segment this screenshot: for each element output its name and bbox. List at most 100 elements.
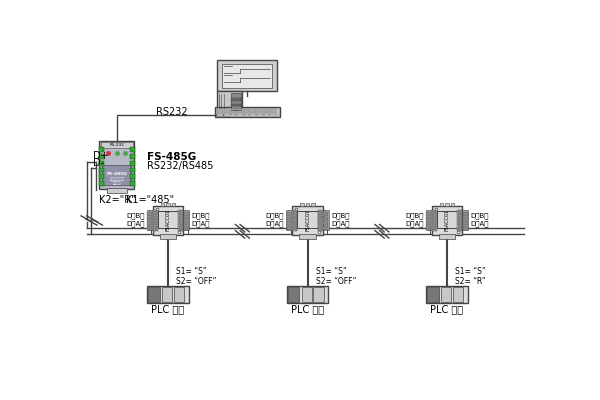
Bar	[323, 210, 329, 230]
Text: S1= “S”
S2= “R”: S1= “S” S2= “R”	[455, 267, 486, 286]
Bar	[257, 112, 263, 114]
Bar	[263, 109, 269, 110]
Bar	[160, 234, 176, 239]
Bar	[179, 226, 182, 230]
Bar	[323, 222, 328, 225]
Bar	[270, 114, 276, 116]
Text: PLC 从机: PLC 从机	[430, 304, 464, 314]
Bar	[230, 111, 236, 112]
Bar	[244, 109, 250, 110]
Bar	[130, 147, 135, 152]
Bar	[313, 287, 323, 302]
Text: RS-232: RS-232	[109, 143, 124, 147]
Bar	[154, 211, 157, 214]
Bar	[323, 217, 328, 220]
Text: D（A）: D（A）	[126, 220, 145, 227]
Bar	[433, 226, 436, 230]
Bar	[217, 111, 223, 112]
Bar	[319, 221, 322, 224]
Bar	[100, 141, 134, 189]
Text: PLC 从机: PLC 从机	[291, 304, 324, 314]
Bar	[292, 210, 297, 230]
Bar	[270, 109, 276, 110]
Bar	[183, 210, 189, 230]
Bar	[130, 154, 135, 159]
Bar	[178, 210, 183, 230]
Bar	[427, 222, 431, 225]
Bar	[426, 210, 432, 230]
Bar	[297, 211, 318, 228]
Bar	[250, 114, 256, 116]
Bar	[130, 161, 135, 166]
Bar	[237, 111, 243, 112]
Bar	[302, 287, 311, 302]
Bar	[293, 226, 296, 230]
Bar	[230, 114, 236, 116]
Bar	[263, 112, 269, 114]
Bar	[148, 222, 152, 225]
Bar	[237, 114, 243, 116]
Bar	[147, 286, 189, 303]
Bar	[184, 222, 188, 225]
Text: K1="485": K1="485"	[126, 196, 174, 206]
Text: RS232: RS232	[157, 107, 188, 117]
Bar	[270, 111, 276, 112]
Bar	[432, 206, 462, 235]
Bar	[179, 216, 182, 220]
Bar	[147, 210, 153, 230]
Bar	[319, 216, 322, 220]
Bar	[231, 93, 241, 110]
Bar	[453, 287, 463, 302]
Bar	[286, 210, 292, 230]
Bar	[445, 203, 449, 206]
Bar	[153, 206, 183, 235]
Bar	[101, 142, 133, 148]
Bar	[292, 206, 323, 235]
Bar	[166, 203, 170, 206]
Bar	[217, 109, 223, 110]
Bar	[287, 217, 292, 220]
Bar	[462, 210, 468, 230]
Text: D（B）: D（B）	[331, 213, 349, 220]
Text: PLC 从机: PLC 从机	[151, 304, 185, 314]
Text: D（A）: D（A）	[266, 220, 284, 227]
Bar	[222, 64, 272, 88]
Text: D（A）: D（A）	[470, 220, 489, 227]
Bar	[184, 212, 188, 216]
Bar	[300, 203, 304, 206]
Text: D（B）: D（B）	[191, 213, 210, 220]
Text: FSACC01: FSACC01	[166, 209, 170, 231]
Bar	[99, 168, 104, 172]
Bar	[217, 114, 223, 116]
Bar	[184, 226, 188, 230]
Bar	[130, 181, 135, 186]
Text: D（B）: D（B）	[266, 213, 284, 220]
Bar	[287, 212, 292, 216]
Text: 光电隔离转换器: 光电隔离转换器	[109, 177, 124, 181]
Bar	[293, 211, 296, 214]
Bar	[179, 221, 182, 224]
Bar	[257, 114, 263, 116]
Bar	[154, 226, 157, 230]
Bar	[293, 221, 296, 224]
Bar	[263, 114, 269, 116]
Bar	[130, 174, 135, 179]
Text: D（A）: D（A）	[191, 220, 210, 227]
Bar	[287, 226, 292, 230]
Text: FSACC01: FSACC01	[305, 209, 310, 231]
Bar	[107, 188, 127, 193]
Bar	[250, 111, 256, 112]
Bar	[230, 112, 236, 114]
Bar	[257, 109, 263, 110]
Bar	[305, 203, 310, 206]
Bar	[433, 221, 436, 224]
Bar	[458, 211, 461, 214]
Bar	[293, 216, 296, 220]
Bar	[224, 114, 230, 116]
Bar	[263, 111, 269, 112]
Bar	[99, 174, 104, 179]
Bar	[148, 226, 152, 230]
Bar	[148, 217, 152, 220]
Bar	[463, 217, 467, 220]
Text: 四星电子: 四星电子	[113, 181, 121, 185]
